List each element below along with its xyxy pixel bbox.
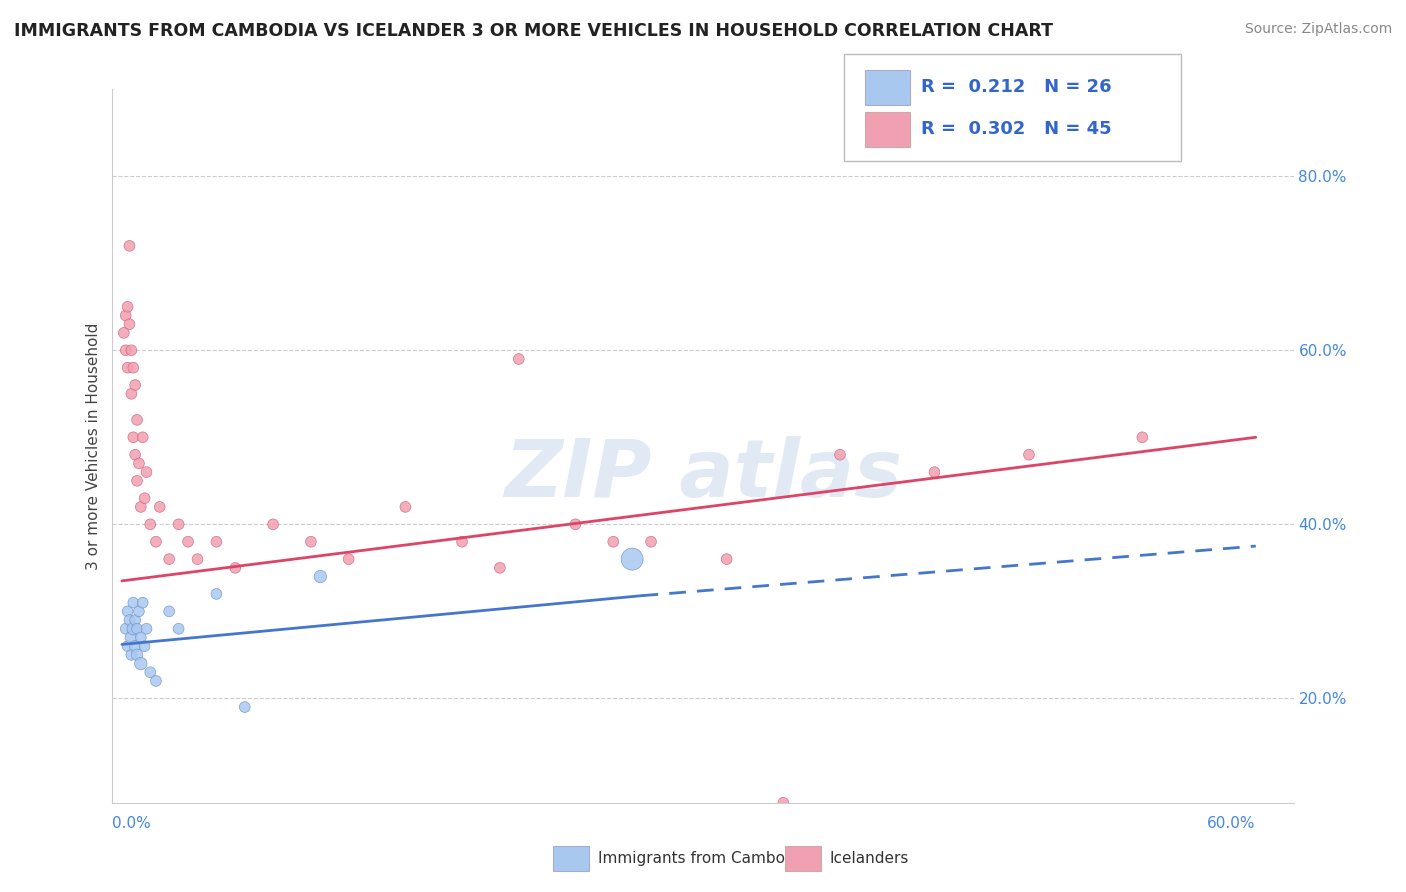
Point	[451, 534, 474, 549]
Point	[135, 465, 157, 479]
Text: R =  0.302   N = 45: R = 0.302 N = 45	[921, 120, 1112, 138]
Text: Source: ZipAtlas.com: Source: ZipAtlas.com	[1244, 22, 1392, 37]
Text: ZIP atlas: ZIP atlas	[503, 435, 903, 514]
Point	[118, 317, 141, 331]
Point	[157, 552, 180, 566]
Point	[157, 604, 180, 618]
Point	[564, 517, 586, 532]
Point	[122, 360, 145, 375]
Point	[139, 665, 162, 680]
Point	[135, 622, 157, 636]
Point	[125, 413, 148, 427]
Text: 60.0%: 60.0%	[1208, 816, 1256, 830]
Point	[118, 613, 141, 627]
Point	[134, 639, 156, 653]
Point	[132, 430, 155, 444]
Point	[224, 561, 246, 575]
Point	[125, 622, 148, 636]
Point	[124, 613, 146, 627]
Point	[114, 343, 136, 358]
Point	[299, 534, 322, 549]
Point	[309, 569, 332, 583]
Point	[772, 796, 794, 810]
Point	[124, 639, 146, 653]
Point	[122, 596, 145, 610]
Point	[262, 517, 284, 532]
Point	[128, 604, 150, 618]
Point	[177, 534, 200, 549]
Point	[118, 239, 141, 253]
Point	[117, 639, 139, 653]
Point	[125, 474, 148, 488]
Point	[145, 673, 167, 688]
Text: Immigrants from Cambodia: Immigrants from Cambodia	[598, 851, 808, 866]
Text: R =  0.212   N = 26: R = 0.212 N = 26	[921, 78, 1112, 96]
Text: IMMIGRANTS FROM CAMBODIA VS ICELANDER 3 OR MORE VEHICLES IN HOUSEHOLD CORRELATIO: IMMIGRANTS FROM CAMBODIA VS ICELANDER 3 …	[14, 22, 1053, 40]
Point	[1018, 448, 1040, 462]
Point	[205, 587, 228, 601]
Point	[117, 604, 139, 618]
Point	[129, 657, 152, 671]
Point	[128, 457, 150, 471]
Text: Icelanders: Icelanders	[830, 851, 908, 866]
Point	[508, 351, 530, 366]
Point	[114, 309, 136, 323]
Point	[149, 500, 172, 514]
Point	[489, 561, 512, 575]
Point	[716, 552, 738, 566]
Point	[120, 386, 142, 401]
Point	[186, 552, 208, 566]
Point	[167, 622, 190, 636]
Point	[124, 448, 146, 462]
Point	[129, 631, 152, 645]
Point	[117, 360, 139, 375]
Point	[120, 343, 142, 358]
Point	[337, 552, 360, 566]
Point	[134, 491, 156, 506]
Point	[122, 430, 145, 444]
Point	[112, 326, 135, 340]
Point	[139, 517, 162, 532]
Point	[233, 700, 256, 714]
Point	[145, 534, 167, 549]
Point	[621, 552, 644, 566]
Y-axis label: 3 or more Vehicles in Household: 3 or more Vehicles in Household	[86, 322, 101, 570]
Point	[125, 648, 148, 662]
Point	[1130, 430, 1153, 444]
Point	[828, 448, 851, 462]
Point	[394, 500, 416, 514]
Point	[117, 300, 139, 314]
Point	[122, 622, 145, 636]
Point	[132, 596, 155, 610]
Point	[640, 534, 662, 549]
Point	[120, 631, 142, 645]
Point	[120, 648, 142, 662]
Point	[129, 500, 152, 514]
Point	[205, 534, 228, 549]
Point	[114, 622, 136, 636]
Point	[167, 517, 190, 532]
Point	[602, 534, 624, 549]
Text: 0.0%: 0.0%	[112, 816, 152, 830]
Point	[924, 465, 946, 479]
Point	[124, 378, 146, 392]
